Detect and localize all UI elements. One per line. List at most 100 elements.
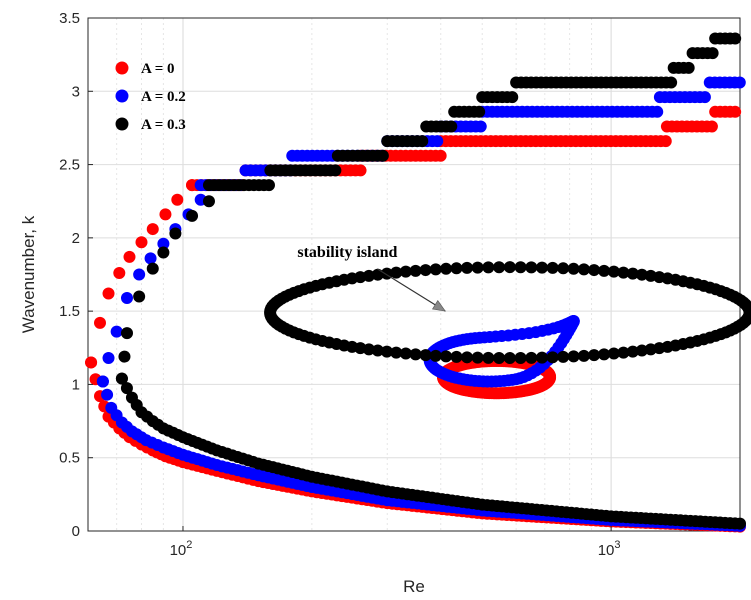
data-point <box>329 164 342 177</box>
data-point <box>733 76 746 89</box>
data-point <box>525 261 538 274</box>
data-point <box>102 287 115 300</box>
legend-item: A = 0 <box>115 61 175 77</box>
data-point <box>440 350 453 363</box>
data-point <box>729 105 742 118</box>
data-point <box>431 135 444 148</box>
data-point <box>471 351 484 364</box>
x-tick-label: 103 <box>598 539 621 559</box>
data-point <box>118 350 131 363</box>
data-point <box>635 268 648 281</box>
data-point <box>743 304 751 317</box>
data-point <box>471 261 484 274</box>
data-point <box>635 344 648 357</box>
data-point <box>705 120 718 133</box>
data-point <box>588 264 601 277</box>
data-point <box>706 47 719 60</box>
data-point <box>399 347 412 360</box>
plot-area <box>87 17 741 532</box>
data-point <box>734 517 746 530</box>
data-point <box>493 261 506 274</box>
data-point <box>617 266 630 279</box>
data-point <box>354 164 367 177</box>
data-point <box>123 250 136 263</box>
data-point <box>607 265 620 278</box>
data-point <box>461 351 474 364</box>
legend-item: A = 0.2 <box>115 89 186 105</box>
data-point <box>577 349 590 362</box>
data-point <box>169 227 182 240</box>
data-point <box>626 345 639 358</box>
data-point <box>146 262 159 275</box>
y-tick-label: 0.5 <box>59 450 80 467</box>
data-point <box>473 105 486 118</box>
data-point <box>514 261 527 274</box>
data-point <box>144 252 157 265</box>
data-point <box>493 351 506 364</box>
data-point <box>186 209 199 222</box>
data-point <box>506 91 519 104</box>
data-point <box>698 91 711 104</box>
data-point <box>544 370 557 383</box>
legend-marker <box>115 117 129 131</box>
legend-label: A = 0.3 <box>141 117 186 133</box>
data-point <box>536 261 549 274</box>
data-point <box>598 264 611 277</box>
data-point <box>120 291 133 304</box>
legend: A = 0 A = 0.2 A = 0.3 <box>115 61 186 133</box>
y-tick-label: 1.5 <box>59 303 80 320</box>
y-axis-label: Wavenumber, k <box>19 215 38 333</box>
legend-marker <box>115 61 129 75</box>
data-point <box>120 382 133 395</box>
data-point <box>665 76 678 89</box>
data-point <box>482 261 495 274</box>
legend-item: A = 0.3 <box>115 117 186 133</box>
data-point <box>102 352 115 365</box>
legend-label: A = 0.2 <box>141 89 186 105</box>
axis-ticks: 0 0.5 1 1.5 2 2.5 3 3.5 102 103 <box>59 10 620 559</box>
data-point <box>450 350 463 363</box>
data-point <box>133 290 146 303</box>
legend-label: A = 0 <box>141 61 175 77</box>
data-point <box>450 262 463 275</box>
data-point <box>588 349 601 362</box>
data-point <box>557 262 570 275</box>
data-point <box>133 268 146 281</box>
y-tick-label: 1 <box>72 376 80 393</box>
data-point <box>409 264 422 277</box>
y-tick-label: 0 <box>72 523 80 540</box>
data-point <box>546 261 559 274</box>
annotation-arrow-line <box>377 268 446 312</box>
data-point <box>598 348 611 361</box>
data-point <box>440 262 453 275</box>
data-point <box>135 236 148 249</box>
data-point <box>146 223 159 236</box>
legend-marker <box>115 89 129 103</box>
data-point <box>390 346 403 359</box>
data-point <box>399 265 412 278</box>
data-point <box>461 261 474 274</box>
data-point <box>445 120 458 133</box>
data-point <box>682 61 695 74</box>
data-point <box>567 350 580 363</box>
data-point <box>157 237 170 250</box>
x-tick-label: 102 <box>170 539 193 559</box>
data-point <box>525 351 538 364</box>
data-point <box>110 325 123 338</box>
data-point <box>429 263 442 276</box>
annotation-arrowhead <box>432 300 446 312</box>
data-point <box>262 179 275 192</box>
data-point <box>115 372 128 385</box>
data-point <box>617 346 630 359</box>
grid <box>88 18 740 531</box>
data-point <box>376 149 389 162</box>
data-point <box>644 343 657 356</box>
data-point <box>113 267 126 280</box>
data-point <box>546 351 559 364</box>
data-point <box>380 345 393 358</box>
x-axis-label: Re <box>403 577 425 596</box>
data-point <box>96 375 109 388</box>
y-tick-label: 2.5 <box>59 157 80 174</box>
data-point <box>474 120 487 133</box>
